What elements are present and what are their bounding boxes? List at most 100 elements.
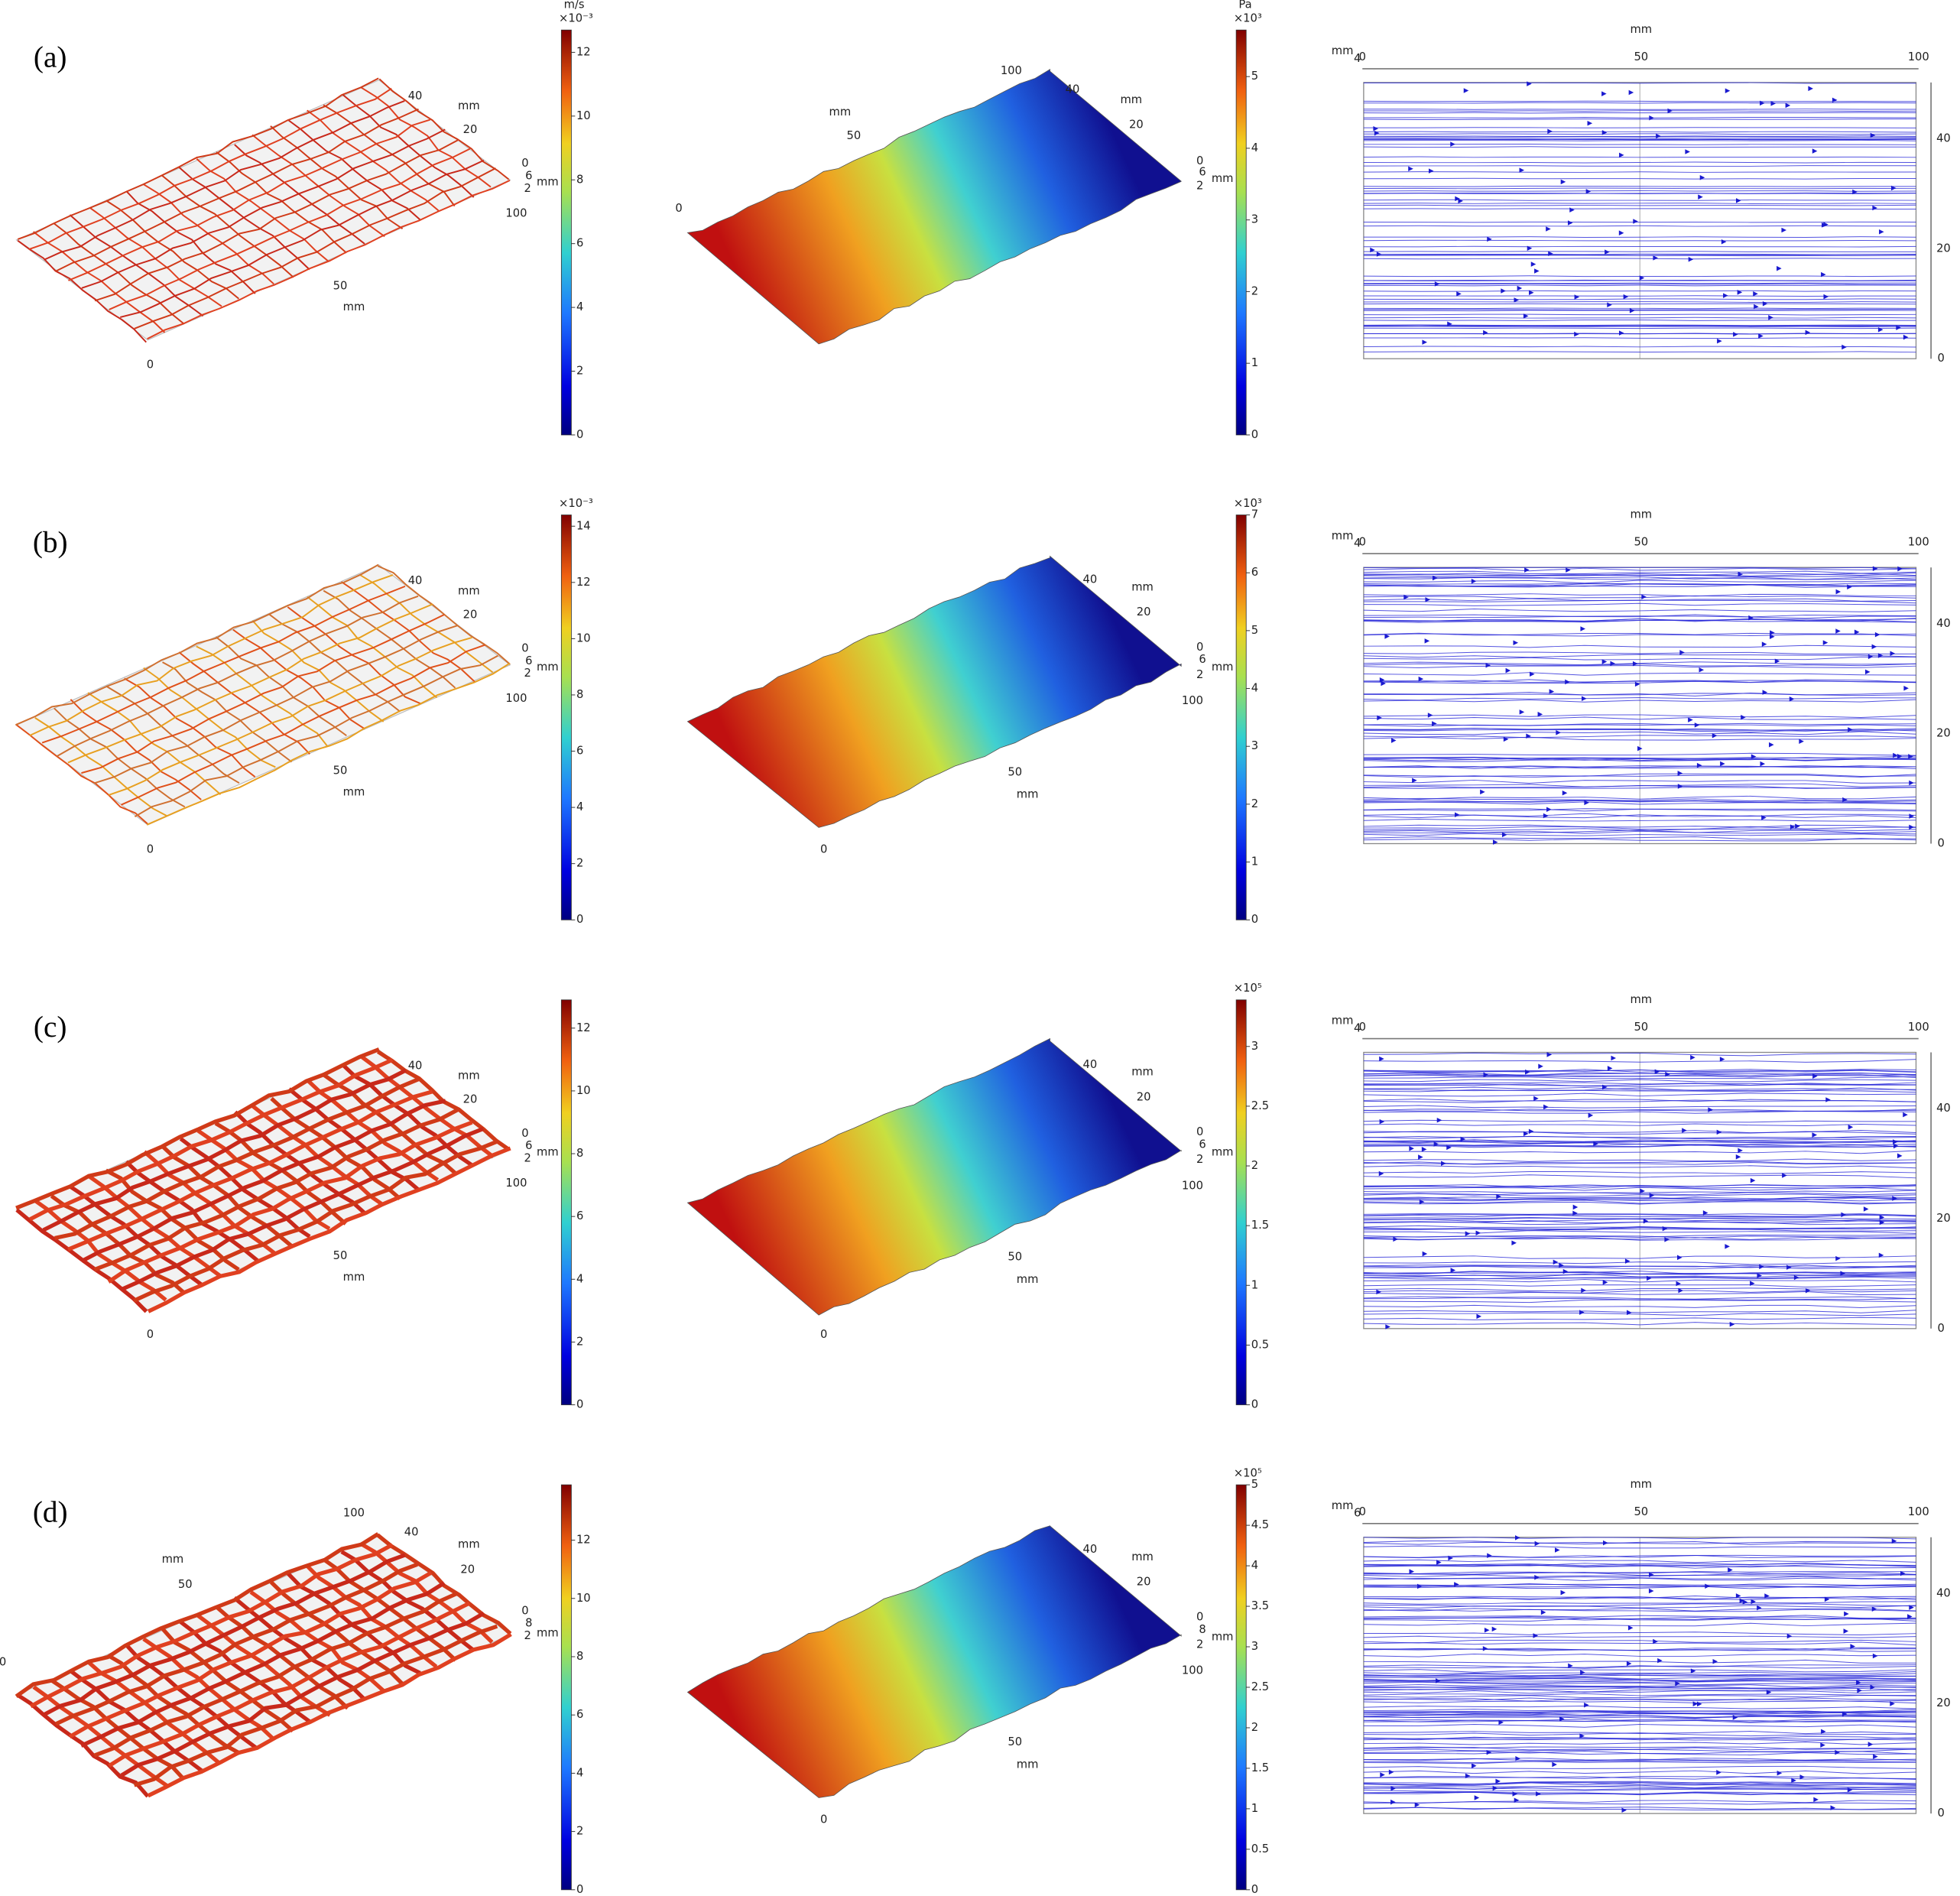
stream-arrow (1605, 249, 1610, 255)
stream-arrow (1712, 733, 1718, 739)
panel-label: (d) (33, 1495, 68, 1528)
axis-label: 6 (525, 654, 532, 667)
streamline (1363, 1554, 1916, 1559)
streamline (1363, 1213, 1916, 1217)
streamline (1363, 1089, 1916, 1093)
stream-arrow (1492, 1785, 1498, 1791)
colorbar-tick-label: 7 (1251, 508, 1258, 521)
stream-arrow (1566, 567, 1571, 573)
axis-label: 2 (1196, 180, 1203, 193)
stream-arrow (1581, 1287, 1586, 1294)
stream-arrow (1832, 97, 1838, 103)
colorbar (1235, 29, 1247, 436)
streamline (1363, 1732, 1916, 1737)
streamline (1363, 1310, 1916, 1313)
stream-arrow (1574, 294, 1580, 300)
axis-label: 100 (1001, 64, 1022, 77)
streamline (1363, 307, 1916, 310)
stream-arrow (1385, 1324, 1390, 1329)
axis-label: 40 (1083, 573, 1098, 586)
streamline (1363, 1775, 1916, 1780)
stream-arrow (1908, 754, 1913, 759)
streamline (1363, 1648, 1916, 1652)
stream-arrow (1720, 761, 1725, 767)
streamline (1363, 146, 1916, 148)
stream-arrow (1835, 1749, 1840, 1755)
stream-arrow (1409, 1146, 1414, 1151)
streamline (1363, 1265, 1916, 1268)
stream-arrow (1585, 189, 1592, 194)
stream-arrow (1403, 594, 1409, 600)
stream-arrow (1427, 713, 1433, 718)
stream-arrow (1433, 1141, 1439, 1147)
stream-arrow (1824, 1596, 1830, 1602)
streamline (1363, 572, 1916, 576)
streamline (1363, 716, 1916, 720)
stream-arrow (1514, 1797, 1520, 1803)
streamline (1363, 295, 1916, 297)
streamline (1363, 665, 1916, 668)
streamline (1363, 1731, 1916, 1735)
streamline (1363, 1765, 1916, 1769)
colorbar-tick-label: 1 (1251, 356, 1258, 369)
stream-arrow (1725, 88, 1731, 94)
streamline (1363, 656, 1916, 661)
streamline (1363, 1742, 1916, 1745)
stream-arrow (1805, 1287, 1811, 1294)
mesh-line (93, 1108, 459, 1272)
stream-arrow (1657, 1657, 1663, 1664)
streamline (1363, 1605, 1916, 1609)
streamline (1363, 1290, 1916, 1294)
axis-label: 0 (1196, 1125, 1203, 1138)
stream-arrow (1565, 679, 1570, 685)
stream-arrow (1610, 661, 1615, 667)
streamline (1363, 1674, 1916, 1678)
stream-arrow (1562, 1268, 1569, 1274)
stream-arrow (1682, 1128, 1687, 1133)
mesh-line (146, 662, 511, 826)
stream-arrow (1559, 1716, 1565, 1722)
axis-label: 40 (404, 1525, 419, 1538)
axis-label: mm (1332, 1015, 1354, 1028)
streamline (1363, 1665, 1916, 1669)
stream-arrow (1848, 1125, 1854, 1130)
axis-label: 2 (1196, 1638, 1203, 1651)
stream-arrow (1491, 1626, 1498, 1632)
mesh-line (42, 1553, 406, 1717)
axis-label: 40 (408, 89, 423, 102)
mesh-line (178, 651, 310, 755)
axis-label: 0 (820, 1328, 827, 1341)
stream-arrow (1549, 689, 1555, 694)
streamline (1363, 654, 1916, 658)
streamline (1363, 1670, 1916, 1675)
stream-arrow (1870, 1684, 1876, 1690)
colorbar-tick-label: 12 (576, 45, 591, 58)
stream-arrow (1484, 1627, 1490, 1633)
stream-arrow (1782, 1173, 1787, 1178)
stream-arrow (1822, 222, 1827, 228)
streamline (1363, 608, 1916, 612)
stream-arrow (1456, 291, 1462, 297)
stream-arrow (1864, 669, 1871, 675)
stream-arrow (1483, 330, 1488, 336)
colorbar-tick-label: 2 (576, 857, 583, 870)
colorbar-tick-label: 4 (1251, 1559, 1258, 1572)
stream-arrow (1487, 1553, 1492, 1559)
colorbar (1235, 515, 1247, 920)
streamline (1363, 731, 1916, 735)
pressure-surface (686, 69, 1182, 345)
streamline (1363, 1196, 1916, 1200)
stream-arrow (1528, 1128, 1534, 1135)
stream-arrow (1624, 1258, 1631, 1264)
streamline (1363, 190, 1916, 192)
streamline (1363, 1185, 1916, 1189)
colorbar-tick-label: 2 (1251, 1159, 1258, 1172)
streamline (1363, 1746, 1916, 1750)
streamline (1363, 320, 1916, 321)
stream-arrow (1370, 247, 1375, 253)
stream-arrow (1725, 1244, 1730, 1249)
stream-arrow (1639, 275, 1645, 281)
stream-arrow (1774, 658, 1780, 664)
streamline (1363, 1681, 1916, 1686)
stream-arrow (1903, 1112, 1908, 1118)
